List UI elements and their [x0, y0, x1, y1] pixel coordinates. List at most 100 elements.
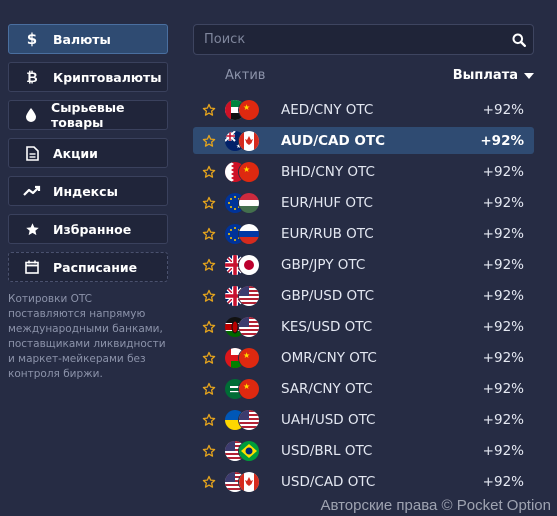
search-box[interactable]: Поиск: [193, 24, 534, 55]
column-header: Актив Выплата: [193, 68, 534, 86]
asset-payout: +92%: [482, 256, 524, 273]
pair-flags: ★: [225, 378, 261, 399]
asset-pair: GBP/JPY OTC: [281, 256, 366, 273]
asset-row[interactable]: ★ AED/CNY OTC +92%: [193, 96, 534, 123]
asset-pair: SAR/CNY OTC: [281, 380, 373, 397]
flag-russia-icon: [239, 223, 259, 244]
asset-pair: EUR/HUF OTC: [281, 194, 373, 211]
favorite-star-icon[interactable]: [202, 165, 216, 179]
asset-payout: +92%: [482, 411, 524, 428]
asset-pair: AED/CNY OTC: [281, 101, 374, 118]
asset-payout: +92%: [482, 163, 524, 180]
pair-flags: [225, 285, 261, 306]
flag-kenya-icon: [225, 316, 245, 337]
asset-payout: +92%: [480, 132, 524, 149]
category-label: Акции: [53, 145, 98, 161]
flag-brazil-icon: [239, 440, 259, 461]
pair-flags: [225, 254, 261, 275]
svg-text:★: ★: [243, 103, 250, 112]
pair-flags: ★: [225, 161, 261, 182]
calendar-icon: [23, 258, 41, 276]
trend-icon: [23, 182, 41, 200]
pair-flags: ★: [225, 99, 261, 120]
asset-payout: +92%: [482, 318, 524, 335]
pair-flags: ★: [225, 130, 261, 151]
document-icon: [23, 144, 41, 162]
dollar-icon: $: [26, 30, 38, 48]
search-icon[interactable]: [505, 33, 533, 47]
asset-row[interactable]: GBP/USD OTC +92%: [193, 282, 534, 309]
favorite-star-icon[interactable]: [202, 134, 216, 148]
watermark: Авторские права © Pocket Option: [320, 497, 551, 514]
svg-text:★: ★: [236, 143, 241, 150]
asset-row[interactable]: EUR/HUF OTC +92%: [193, 189, 534, 216]
category-button[interactable]: Избранное: [8, 214, 168, 244]
favorite-star-icon[interactable]: [202, 196, 216, 210]
search-input[interactable]: Поиск: [204, 32, 246, 47]
asset-row[interactable]: GBP/JPY OTC +92%: [193, 251, 534, 278]
asset-row[interactable]: UAH/USD OTC +92%: [193, 406, 534, 433]
category-label: Валюты: [53, 31, 111, 47]
asset-payout: +92%: [482, 349, 524, 366]
category-button[interactable]: Акции: [8, 138, 168, 168]
asset-pair: EUR/RUB OTC: [281, 225, 374, 242]
favorite-star-icon[interactable]: [202, 413, 216, 427]
favorite-star-icon[interactable]: [202, 444, 216, 458]
drop-icon: [23, 106, 39, 124]
asset-row[interactable]: ★ BHD/CNY OTC +92%: [193, 158, 534, 185]
asset-row[interactable]: USD/BRL OTC +92%: [193, 437, 534, 464]
category-button[interactable]: $ Валюты: [8, 24, 168, 54]
flag-china-icon: ★: [239, 161, 259, 182]
flag-usa-icon: [239, 316, 259, 337]
favorite-star-icon[interactable]: [202, 351, 216, 365]
star-icon: [23, 220, 41, 238]
category-label: Индексы: [53, 183, 118, 199]
asset-payout: +92%: [482, 225, 524, 242]
favorite-star-icon[interactable]: [202, 320, 216, 334]
category-button[interactable]: ₿ Криптовалюты: [8, 62, 168, 92]
asset-row[interactable]: USD/CAD OTC +92%: [193, 468, 534, 495]
asset-pair: USD/BRL OTC: [281, 442, 373, 459]
flag-japan-icon: [239, 254, 259, 275]
asset-payout: +92%: [482, 287, 524, 304]
category-button[interactable]: Сырьевые товары: [8, 100, 168, 130]
favorite-star-icon[interactable]: [202, 475, 216, 489]
asset-payout: +92%: [482, 473, 524, 490]
favorite-star-icon[interactable]: [202, 289, 216, 303]
asset-row[interactable]: EUR/RUB OTC +92%: [193, 220, 534, 247]
caret-down-icon: [524, 72, 534, 79]
category-label: Избранное: [53, 221, 132, 237]
category-button[interactable]: Расписание: [8, 252, 168, 282]
column-payout-sort[interactable]: Выплата: [453, 68, 534, 83]
asset-row[interactable]: KES/USD OTC +92%: [193, 313, 534, 340]
asset-payout: +92%: [482, 380, 524, 397]
favorite-star-icon[interactable]: [202, 258, 216, 272]
bitcoin-icon: ₿: [26, 69, 38, 86]
flag-china-icon: ★: [239, 378, 259, 399]
asset-list: ★ AED/CNY OTC +92% ★ AUD/CAD OTC +92% ★ BHD/CNY…: [193, 96, 534, 499]
flag-china-icon: ★: [239, 347, 259, 368]
asset-row[interactable]: ★ SAR/CNY OTC +92%: [193, 375, 534, 402]
asset-pair: USD/CAD OTC: [281, 473, 376, 490]
asset-payout: +92%: [482, 442, 524, 459]
asset-payout: +92%: [482, 194, 524, 211]
flag-usa-icon: [239, 285, 259, 306]
favorite-star-icon[interactable]: [202, 382, 216, 396]
svg-text:★: ★: [243, 165, 250, 174]
category-button[interactable]: Индексы: [8, 176, 168, 206]
flag-china-icon: ★: [239, 99, 259, 120]
svg-text:★: ★: [243, 382, 250, 391]
flag-canada-icon: [239, 471, 259, 492]
asset-pair: BHD/CNY OTC: [281, 163, 375, 180]
pair-flags: [225, 223, 261, 244]
asset-pair: KES/USD OTC: [281, 318, 373, 335]
otc-note: Котировки OTC поставляются напрямую межд…: [8, 293, 166, 380]
column-asset: Актив: [225, 68, 266, 83]
asset-row[interactable]: ★ AUD/CAD OTC +92%: [193, 127, 534, 154]
favorite-star-icon[interactable]: [202, 103, 216, 117]
asset-row[interactable]: ★ OMR/CNY OTC +92%: [193, 344, 534, 371]
favorite-star-icon[interactable]: [202, 227, 216, 241]
category-label: Сырьевые товары: [51, 100, 125, 130]
flag-ukraine-icon: [225, 409, 245, 430]
flag-canada-icon: [239, 130, 259, 151]
